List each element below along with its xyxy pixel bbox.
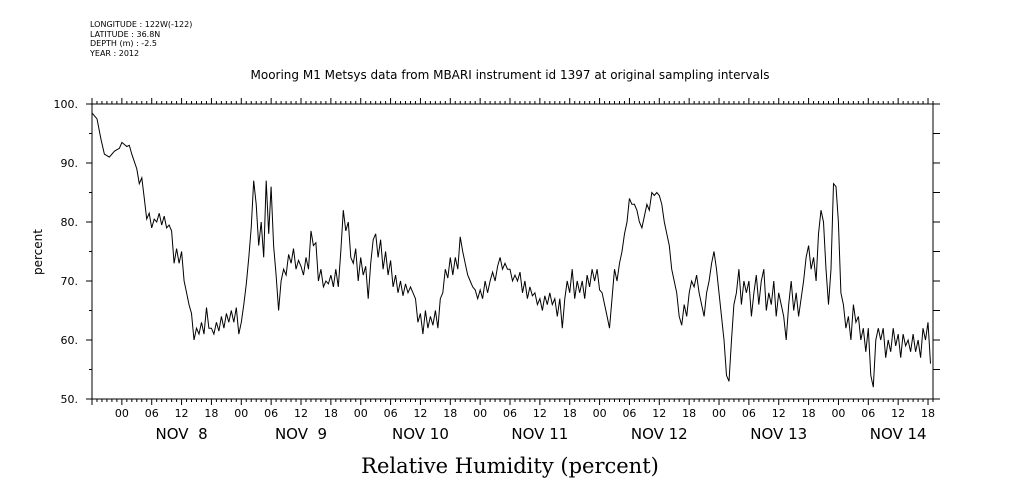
x-day-label: NOV 11 — [511, 425, 568, 443]
humidity-series-line — [91, 112, 931, 388]
y-tick-labels: 50. 60. 70. 80. 90. 100. — [54, 98, 79, 406]
latitude-text: LATITUDE : 36.8N — [90, 29, 161, 39]
longitude-text: LONGITUDE : 122W(-122) — [90, 20, 193, 29]
x-hour-label: 12 — [413, 407, 427, 420]
x-tick-labels: 00 06 12 18 00 06 12 18 00 06 12 18 00 06 12 18 00 06 12 18… — [115, 407, 935, 420]
x-hour-label: 18 — [443, 407, 457, 420]
x-hour-label: 12 — [533, 407, 547, 420]
x-day-label: NOV 8 — [156, 425, 208, 443]
y-tick-label: 70. — [61, 275, 79, 288]
x-hour-label: 12 — [891, 407, 905, 420]
x-hour-label: 06 — [861, 407, 875, 420]
x-hour-label: 06 — [742, 407, 756, 420]
year-text: YEAR : 2012 — [90, 48, 140, 58]
y-tick-label: 50. — [61, 393, 79, 406]
x-hour-label: 18 — [802, 407, 816, 420]
x-hour-label: 18 — [563, 407, 577, 420]
tick-marks — [86, 98, 940, 405]
x-hour-label: 12 — [294, 407, 308, 420]
x-hour-label: 06 — [384, 407, 398, 420]
x-hour-label: 06 — [145, 407, 159, 420]
day-labels: NOV 8 NOV 9 NOV 10 NOV 11 NOV 12 NOV 13 NOV 14 — [156, 425, 927, 443]
y-axis-label: percent — [31, 229, 45, 275]
x-hour-label: 00 — [712, 407, 726, 420]
x-hour-label: 00 — [234, 407, 248, 420]
x-hour-label: 06 — [622, 407, 636, 420]
x-hour-label: 00 — [593, 407, 607, 420]
x-day-label: NOV 14 — [870, 425, 927, 443]
x-hour-label: 18 — [682, 407, 696, 420]
x-day-label: NOV 9 — [275, 425, 327, 443]
y-tick-label: 60. — [61, 334, 79, 347]
x-hour-label: 00 — [473, 407, 487, 420]
x-hour-label: 18 — [921, 407, 935, 420]
x-hour-label: 00 — [831, 407, 845, 420]
x-hour-label: 12 — [652, 407, 666, 420]
y-tick-label: 100. — [54, 98, 79, 111]
x-hour-label: 00 — [354, 407, 368, 420]
x-hour-label: 18 — [324, 407, 338, 420]
x-hour-label: 12 — [772, 407, 786, 420]
x-day-label: NOV 12 — [631, 425, 688, 443]
y-tick-label: 80. — [61, 216, 79, 229]
x-hour-label: 12 — [175, 407, 189, 420]
x-day-label: NOV 13 — [750, 425, 807, 443]
x-hour-label: 00 — [115, 407, 129, 420]
x-hour-label: 18 — [204, 407, 218, 420]
y-tick-label: 90. — [61, 157, 79, 170]
x-hour-label: 06 — [503, 407, 517, 420]
metadata-block: LONGITUDE : 122W(-122) LATITUDE : 36.8N … — [90, 20, 192, 58]
x-day-label: NOV 10 — [392, 425, 449, 443]
x-hour-label: 06 — [264, 407, 278, 420]
depth-text: DEPTH (m) : -2.5 — [90, 39, 157, 48]
x-axis-title: Relative Humidity (percent) — [361, 454, 659, 478]
chart-title: Mooring M1 Metsys data from MBARI instru… — [250, 68, 770, 82]
